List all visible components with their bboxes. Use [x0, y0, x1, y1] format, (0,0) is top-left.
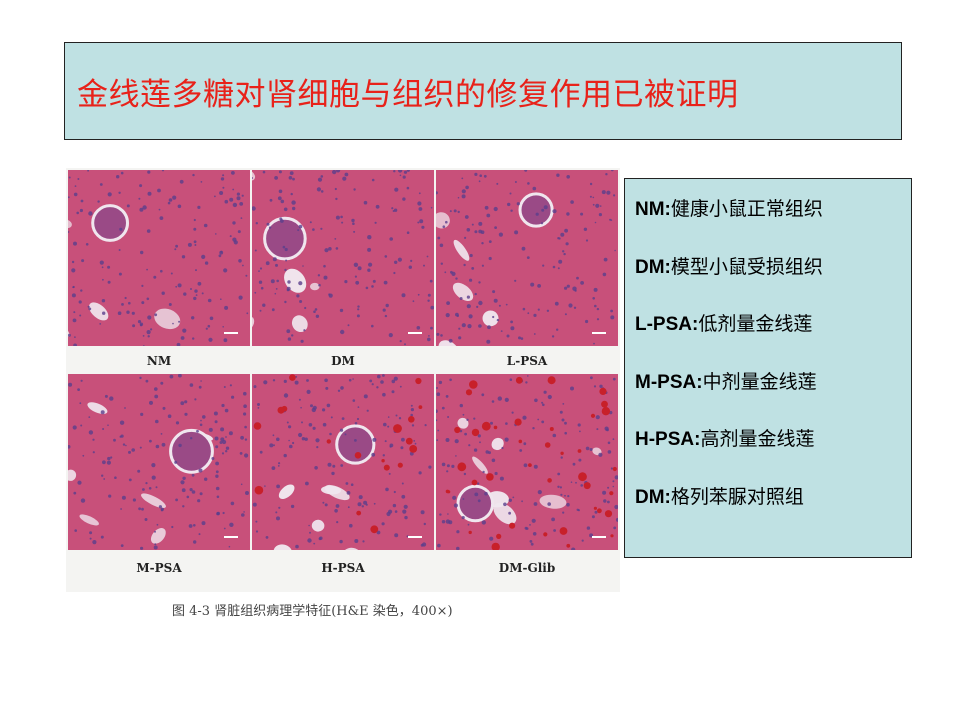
tissue-image [68, 170, 250, 346]
legend-desc: 格列苯脲对照组 [670, 486, 804, 508]
panel-l-psa [436, 170, 618, 346]
legend-code: DM: [635, 486, 671, 508]
tissue-image [436, 374, 618, 550]
legend-item: NM:健康小鼠正常组织 [635, 193, 911, 251]
panel-label: DM-Glib [498, 561, 556, 575]
title-box: 金线莲多糖对肾细胞与组织的修复作用已被证明 [64, 42, 902, 140]
panel-nm [68, 170, 250, 346]
tissue-image [68, 374, 250, 550]
legend-code: L-PSA: [635, 314, 699, 335]
panel-h-psa [252, 374, 434, 550]
legend-box: NM:健康小鼠正常组织 DM:模型小鼠受损组织 L-PSA:低剂量金线莲 M-P… [624, 178, 912, 558]
panel-label: NM [146, 354, 172, 368]
tissue-image [252, 374, 434, 550]
panel-label: DM [331, 354, 355, 368]
legend-desc: 中剂量金线莲 [702, 371, 817, 393]
panel-dm [252, 170, 434, 346]
legend-code: NM: [635, 199, 671, 220]
figure-caption: 图 4-3 肾脏组织病理学特征(H&E 染色，400×) [172, 604, 453, 619]
legend-item: L-PSA:低剂量金线莲 [635, 308, 911, 366]
legend-desc: 高剂量金线莲 [700, 429, 815, 450]
histology-figure: NM DM L-PSA M-PSA H-PSA DM-Glib [66, 168, 620, 592]
legend-desc: 模型小鼠受损组织 [670, 256, 823, 278]
panel-label: M-PSA [136, 561, 182, 575]
panel-dm-glib [436, 374, 618, 550]
legend-desc: 健康小鼠正常组织 [670, 199, 823, 220]
slide-title: 金线莲多糖对肾细胞与组织的修复作用已被证明 [77, 76, 739, 113]
panel-label: H-PSA [321, 561, 365, 575]
panel-label: L-PSA [506, 354, 548, 368]
legend-item: DM:格列苯脲对照组 [635, 481, 911, 539]
panel-m-psa [68, 374, 250, 550]
tissue-image [252, 170, 434, 346]
legend-code: DM: [635, 256, 671, 278]
legend-item: H-PSA:高剂量金线莲 [635, 423, 911, 481]
legend-code: H-PSA: [635, 429, 701, 450]
legend-code: M-PSA: [635, 371, 703, 393]
legend-item: DM:模型小鼠受损组织 [635, 251, 911, 309]
legend-item: M-PSA:中剂量金线莲 [635, 366, 911, 424]
legend-desc: 低剂量金线莲 [698, 314, 813, 335]
tissue-image [436, 170, 618, 346]
